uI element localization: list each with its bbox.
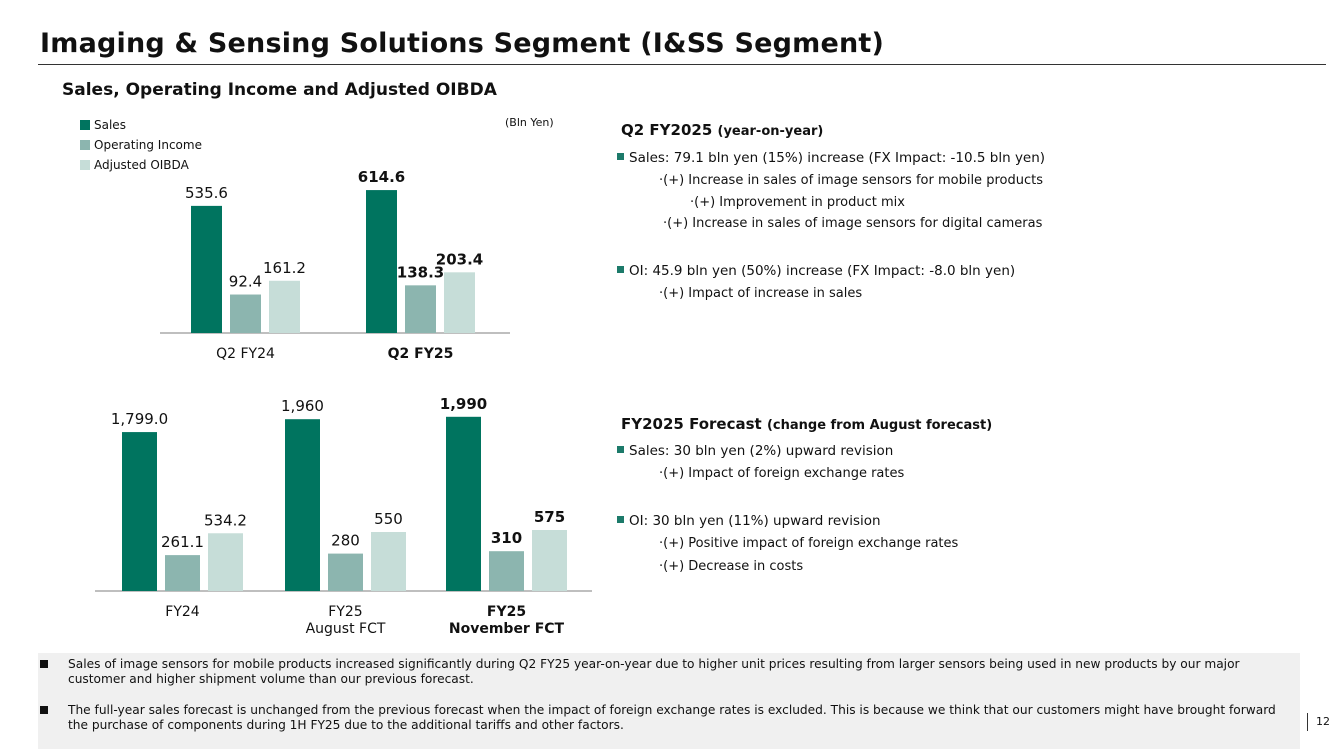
bar-adjusted-oibda: [269, 280, 300, 333]
data-label: 261.1: [161, 533, 204, 551]
page-number: 12: [1307, 713, 1330, 731]
chart-subtitle: Sales, Operating Income and Adjusted OIB…: [62, 80, 497, 100]
fc-sales-text: Sales: 30 bln yen (2%) upward revision: [629, 443, 894, 459]
note-text: Sales of image sensors for mobile produc…: [68, 657, 1240, 686]
bar-sales: [122, 432, 157, 591]
q2-heading-note: (year-on-year): [717, 124, 824, 139]
data-label: 550: [374, 510, 403, 528]
page-title: Imaging & Sensing Solutions Segment (I&S…: [40, 28, 885, 59]
bar-adjusted-oibda: [208, 533, 243, 591]
annual-bar-chart: 1,799.0261.1534.2FY241,960280550FY25Augu…: [95, 395, 592, 637]
data-label: 280: [331, 532, 360, 550]
data-label: 138.3: [397, 263, 444, 281]
fc-oi-line: OI: 30 bln yen (11%) upward revision: [617, 513, 881, 529]
bar-sales: [366, 190, 397, 333]
forecast-heading: FY2025 Forecast (change from August fore…: [621, 415, 992, 433]
data-label: 575: [534, 508, 565, 526]
data-label: 1,990: [440, 395, 487, 413]
bar-sales: [191, 205, 222, 333]
bar-sales: [446, 416, 481, 591]
note-item: The full-year sales forecast is unchange…: [40, 703, 1298, 733]
fc-sales-line: Sales: 30 bln yen (2%) upward revision: [617, 443, 893, 459]
category-label: August FCT: [306, 621, 386, 637]
legend-label: Operating Income: [94, 138, 202, 152]
category-label: Q2 FY25: [388, 346, 454, 362]
q2-sales-line: Sales: 79.1 bln yen (15%) increase (FX I…: [617, 150, 1045, 166]
note-item: Sales of image sensors for mobile produc…: [40, 657, 1298, 687]
legend-label: Sales: [94, 118, 126, 132]
bar-operating-income: [489, 551, 524, 591]
data-label: 310: [491, 529, 522, 547]
data-label: 161.2: [263, 259, 306, 277]
notes-box: Sales of image sensors for mobile produc…: [38, 653, 1300, 749]
q2-sales-point: ·(+) Increase in sales of image sensors …: [663, 216, 1043, 231]
data-label: 203.4: [436, 250, 483, 268]
category-label: FY24: [165, 604, 200, 620]
fc-heading-text: FY2025 Forecast: [621, 415, 762, 433]
fc-heading-note: (change from August forecast): [766, 418, 993, 433]
legend-oi: Operating Income: [80, 138, 202, 152]
bar-adjusted-oibda: [532, 530, 567, 591]
bullet-icon: [617, 516, 624, 523]
legend-swatch: [80, 160, 90, 170]
fc-sales-point: ·(+) Impact of foreign exchange rates: [659, 466, 905, 481]
q2-oi-point: ·(+) Impact of increase in sales: [659, 286, 863, 301]
data-label: 1,799.0: [111, 410, 168, 428]
category-label: FY25: [328, 604, 362, 620]
bullet-icon: [40, 660, 48, 668]
note-text: The full-year sales forecast is unchange…: [68, 703, 1276, 732]
data-label: 534.2: [204, 511, 247, 529]
bar-sales: [285, 419, 320, 591]
q2-sales-text: Sales: 79.1 bln yen (15%) increase (FX I…: [629, 150, 1046, 166]
q2-sales-point: ·(+) Improvement in product mix: [690, 195, 905, 210]
unit-label: (Bln Yen): [505, 116, 554, 129]
title-divider: [38, 64, 1326, 65]
fc-oi-point: ·(+) Decrease in costs: [659, 559, 804, 574]
category-label: November FCT: [449, 621, 565, 637]
fc-oi-point: ·(+) Positive impact of foreign exchange…: [659, 536, 959, 551]
q2-sales-point: ·(+) Increase in sales of image sensors …: [659, 173, 1043, 188]
bullet-icon: [617, 446, 624, 453]
category-label: FY25: [487, 604, 526, 620]
bullet-icon: [617, 153, 624, 160]
data-label: 1,960: [281, 397, 324, 415]
bar-adjusted-oibda: [444, 272, 475, 333]
bullet-icon: [40, 706, 48, 714]
data-label: 614.6: [358, 168, 405, 186]
category-label: Q2 FY24: [216, 346, 275, 362]
bar-operating-income: [328, 553, 363, 591]
legend-oibda: Adjusted OIBDA: [80, 158, 189, 172]
q2-oi-line: OI: 45.9 bln yen (50%) increase (FX Impa…: [617, 263, 1015, 279]
legend-swatch: [80, 140, 90, 150]
q2-heading-text: Q2 FY2025: [621, 121, 713, 139]
legend-sales: Sales: [80, 118, 126, 132]
data-label: 92.4: [229, 273, 262, 291]
q2-heading: Q2 FY2025 (year-on-year): [621, 121, 823, 139]
fc-oi-text: OI: 30 bln yen (11%) upward revision: [629, 513, 881, 529]
q2-oi-text: OI: 45.9 bln yen (50%) increase (FX Impa…: [629, 263, 1016, 279]
legend-swatch: [80, 120, 90, 130]
bar-adjusted-oibda: [371, 532, 406, 591]
bar-operating-income: [230, 294, 261, 333]
bullet-icon: [617, 266, 624, 273]
bar-operating-income: [165, 555, 200, 591]
data-label: 535.6: [185, 184, 228, 202]
bar-operating-income: [405, 285, 436, 333]
legend-label: Adjusted OIBDA: [94, 158, 189, 172]
